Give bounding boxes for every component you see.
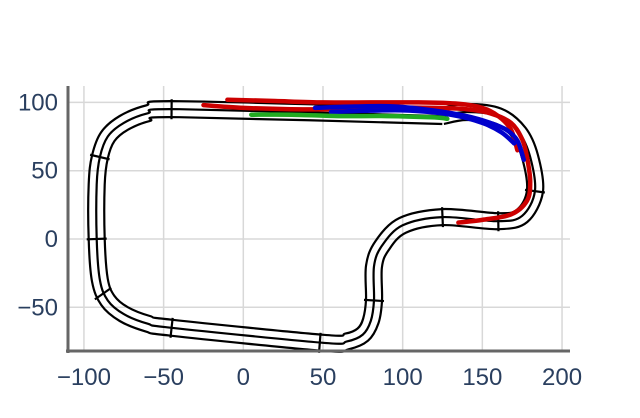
x-tick-label: 0 — [237, 364, 250, 391]
y-tick-label: 50 — [31, 158, 58, 185]
track-lane-line-2 — [87, 100, 545, 353]
x-tick-label: −50 — [143, 364, 184, 391]
y-tick-label: 0 — [45, 226, 58, 253]
track-section-mark — [169, 317, 174, 338]
x-axis-ticks: −100 −50 0 50 100 150 200 — [57, 364, 582, 391]
axes — [66, 86, 570, 353]
track-section-mark — [89, 153, 110, 161]
y-axis-ticks: −50 0 50 100 — [17, 89, 58, 321]
trajectory-line-3 — [328, 107, 517, 146]
track-section-mark — [317, 332, 322, 353]
race-track — [86, 99, 545, 353]
track-section-mark — [363, 298, 385, 303]
trajectory-series — [201, 97, 533, 225]
x-tick-label: 150 — [462, 364, 502, 391]
trajectory-line-4 — [249, 112, 450, 122]
x-tick-label: 100 — [383, 364, 423, 391]
track-section-mark — [86, 237, 107, 241]
y-tick-label: 100 — [18, 89, 58, 116]
x-tick-label: −100 — [57, 364, 111, 391]
x-tick-label: 50 — [310, 364, 337, 391]
x-tick-label: 200 — [542, 364, 582, 391]
track-section-mark — [94, 286, 112, 301]
y-tick-label: −50 — [17, 294, 58, 321]
trajectory-line-1 — [225, 97, 520, 153]
track-section-mark — [440, 207, 445, 228]
